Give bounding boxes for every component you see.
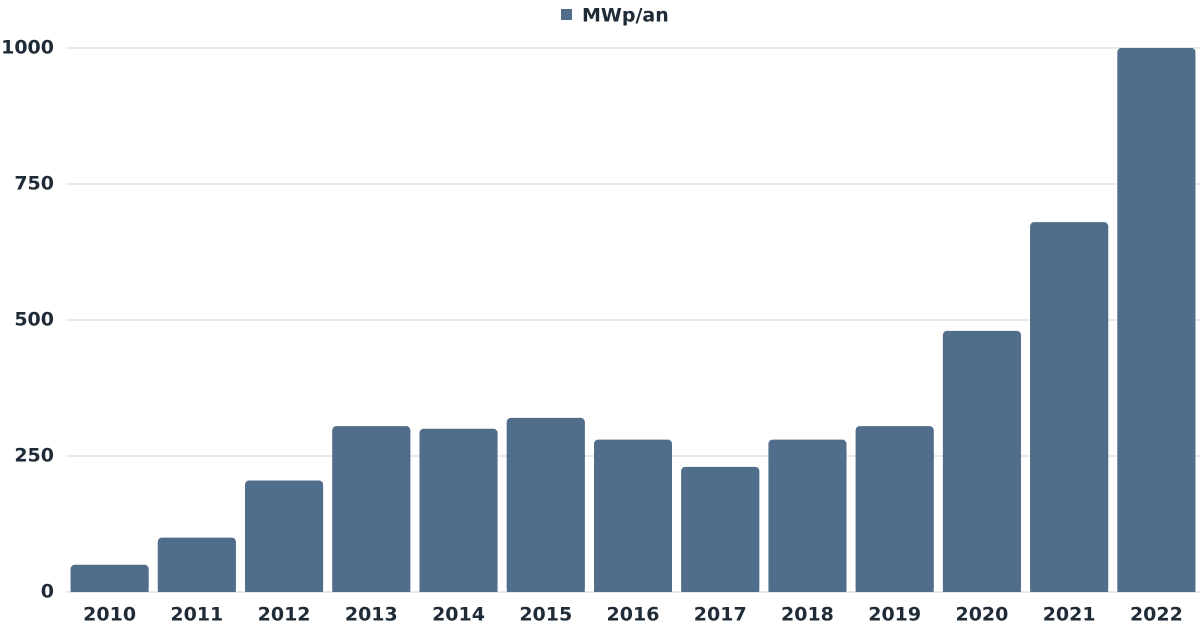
x-tick-label: 2012 bbox=[258, 604, 311, 626]
y-tick-label: 0 bbox=[41, 581, 54, 603]
bar-base bbox=[768, 443, 847, 592]
bar-base bbox=[506, 421, 585, 592]
bar-base bbox=[855, 430, 934, 592]
x-tick-label: 2014 bbox=[432, 604, 485, 626]
bar-base bbox=[942, 334, 1021, 592]
x-tick-label: 2013 bbox=[345, 604, 398, 626]
bar-base bbox=[594, 443, 672, 592]
x-tick-label: 2020 bbox=[955, 604, 1008, 626]
x-tick-label: 2016 bbox=[607, 604, 660, 626]
x-tick-label: 2017 bbox=[694, 604, 747, 626]
x-tick-label: 2021 bbox=[1043, 604, 1096, 626]
x-tick-label: 2022 bbox=[1130, 604, 1183, 626]
bar-base bbox=[419, 432, 498, 592]
legend-label: MWp/an bbox=[582, 5, 669, 27]
x-tick-label: 2015 bbox=[519, 604, 572, 626]
bar-base bbox=[332, 430, 411, 592]
x-tick-label: 2018 bbox=[781, 604, 834, 626]
bar-base bbox=[70, 568, 149, 592]
y-tick-label: 750 bbox=[14, 173, 54, 195]
x-tick-label: 2019 bbox=[868, 604, 921, 626]
bar-base bbox=[681, 470, 760, 592]
x-tick-label: 2010 bbox=[83, 604, 136, 626]
bar-base bbox=[157, 541, 236, 592]
bar-base bbox=[1030, 226, 1109, 592]
bar-base bbox=[1117, 52, 1196, 592]
bar-base bbox=[245, 484, 324, 592]
y-tick-label: 250 bbox=[14, 445, 54, 467]
legend-swatch bbox=[561, 9, 572, 20]
y-tick-label: 1000 bbox=[1, 37, 54, 59]
y-tick-label: 500 bbox=[14, 309, 54, 331]
x-tick-label: 2011 bbox=[170, 604, 223, 626]
